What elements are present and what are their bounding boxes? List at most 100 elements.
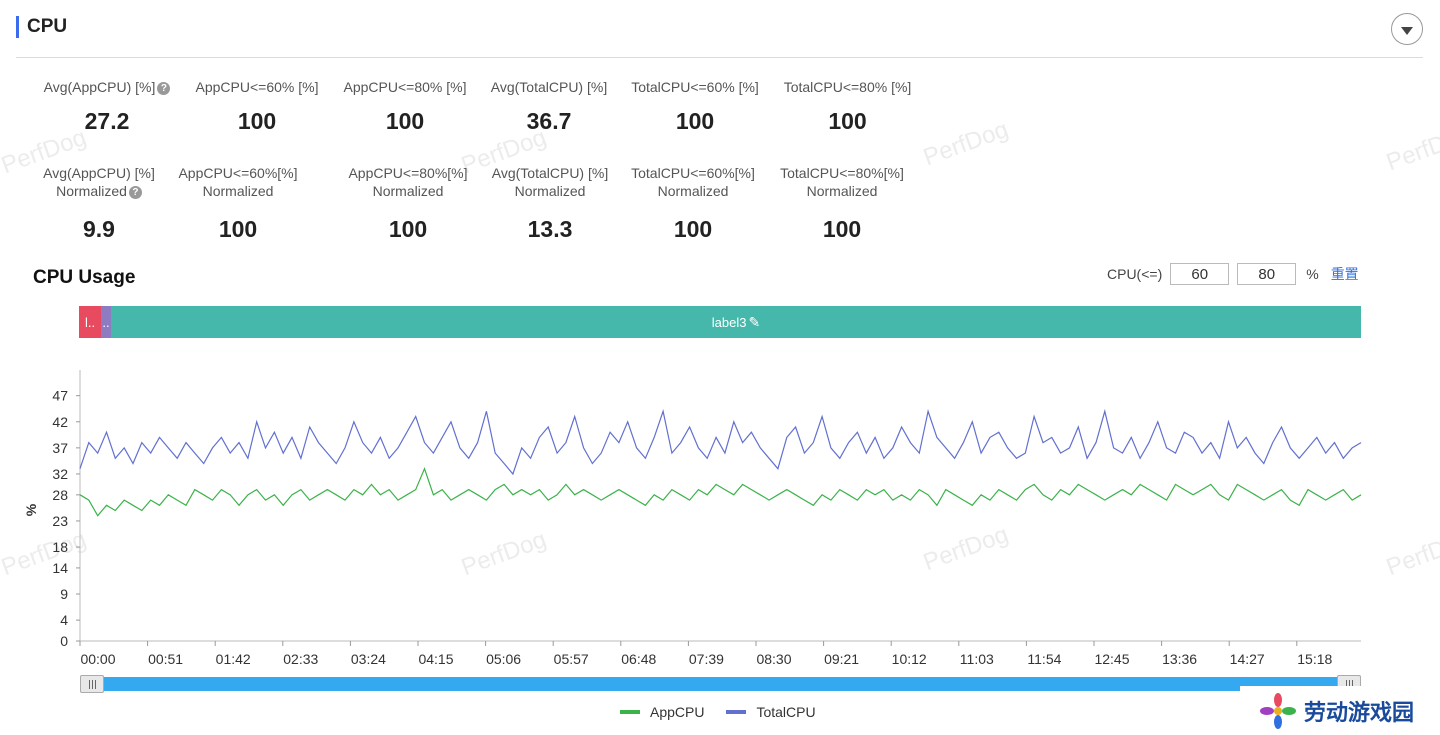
metric-label: Avg(AppCPU) [%] bbox=[43, 79, 156, 95]
metric-value: 100 bbox=[675, 108, 715, 134]
label-text: .. bbox=[102, 314, 110, 330]
metric-sublabel: Normalized bbox=[372, 183, 444, 199]
series-line-appcpu bbox=[79, 467, 1362, 517]
metric-totalcpu-60: TotalCPU<=60% [%] 100 bbox=[619, 78, 771, 135]
threshold-input-1[interactable] bbox=[1170, 263, 1230, 285]
y-tick-label: 47 bbox=[52, 388, 68, 404]
brand-badge: 劳动游戏园 bbox=[1240, 686, 1440, 735]
metric-sublabel: Normalized bbox=[202, 183, 274, 199]
y-tick-label: 28 bbox=[52, 487, 68, 503]
legend-item-appcpu[interactable]: AppCPU bbox=[620, 704, 704, 720]
y-axis-label: % bbox=[23, 503, 39, 516]
label-bar: l.. .. label3 ✎ bbox=[79, 306, 1361, 338]
legend-label: TotalCPU bbox=[756, 704, 816, 720]
x-tick-label: 00:51 bbox=[148, 651, 183, 667]
metric-appcpu-60-normalized: AppCPU<=60%[%] Normalized 100 bbox=[164, 164, 312, 243]
chart-legend: AppCPU TotalCPU bbox=[620, 704, 838, 720]
metric-totalcpu-80-normalized: TotalCPU<=80%[%] Normalized 100 bbox=[767, 164, 917, 243]
x-tick-label: 08:30 bbox=[756, 651, 791, 667]
threshold-controls: CPU(<=) % 重置 bbox=[1107, 263, 1359, 285]
x-tick-label: 00:00 bbox=[80, 651, 115, 667]
slider-track[interactable] bbox=[80, 677, 1361, 691]
metric-label: TotalCPU<=80%[%] bbox=[780, 165, 904, 181]
y-tick-label: 4 bbox=[60, 612, 68, 628]
metric-value: 13.3 bbox=[527, 216, 573, 242]
watermark: PerfDog bbox=[919, 115, 1012, 172]
chevron-down-icon bbox=[1401, 26, 1413, 35]
metric-sublabel: Normalized bbox=[806, 183, 878, 199]
x-tick-label: 05:57 bbox=[554, 651, 589, 667]
brand-logo-icon bbox=[1260, 692, 1296, 729]
y-tick-label: 18 bbox=[52, 539, 68, 555]
y-tick-label: 42 bbox=[52, 414, 68, 430]
metric-label: AppCPU<=60% [%] bbox=[195, 79, 319, 95]
metric-value: 100 bbox=[828, 108, 867, 134]
x-tick-label: 01:42 bbox=[216, 651, 251, 667]
label-text: l.. bbox=[84, 314, 96, 330]
reset-link[interactable]: 重置 bbox=[1330, 266, 1359, 282]
metric-value: 9.9 bbox=[83, 216, 115, 242]
metric-totalcpu-80: TotalCPU<=80% [%] 100 bbox=[770, 78, 925, 135]
metric-label: TotalCPU<=80% [%] bbox=[783, 79, 912, 95]
question-circle-icon[interactable]: ? bbox=[157, 82, 171, 95]
metric-label: Avg(TotalCPU) [%] bbox=[490, 79, 608, 95]
metric-value: 100 bbox=[388, 216, 428, 242]
cpu-usage-chart: 0 4 9 14 18 23 28 32 37 42 47% 00:00 00:51 01:42 02:33… bbox=[23, 370, 1362, 667]
x-tick-label: 15:18 bbox=[1297, 651, 1332, 667]
metric-value: 100 bbox=[822, 216, 862, 242]
metric-label: Avg(TotalCPU) [%] bbox=[491, 165, 609, 181]
collapse-button[interactable] bbox=[1391, 13, 1423, 45]
x-tick-label: 11:03 bbox=[960, 651, 994, 667]
y-tick-label: 37 bbox=[52, 440, 68, 456]
metric-label: TotalCPU<=60%[%] bbox=[631, 165, 755, 181]
metric-appcpu-60: AppCPU<=60% [%] 100 bbox=[182, 78, 332, 135]
metric-avg-totalcpu: Avg(TotalCPU) [%] 36.7 bbox=[476, 78, 622, 135]
legend-swatch bbox=[726, 710, 747, 714]
metric-label: AppCPU<=60%[%] bbox=[178, 165, 298, 181]
chart-title: CPU Usage bbox=[33, 267, 136, 288]
title-accent-bar bbox=[16, 16, 19, 38]
x-tick-label: 12:45 bbox=[1094, 651, 1129, 667]
y-tick-label: 32 bbox=[52, 466, 68, 482]
time-range-slider[interactable] bbox=[80, 675, 1361, 693]
label-segment[interactable]: .. bbox=[101, 306, 111, 338]
label-segment[interactable]: l.. bbox=[79, 306, 101, 338]
metric-sublabel: Normalized bbox=[657, 183, 729, 199]
series-line-totalcpu bbox=[79, 408, 1362, 476]
slider-handle-left[interactable] bbox=[80, 675, 104, 693]
metric-value: 27.2 bbox=[84, 108, 130, 134]
section-title: CPU bbox=[27, 16, 68, 37]
metric-label: Avg(AppCPU) [%] bbox=[43, 165, 155, 181]
threshold-input-2[interactable] bbox=[1237, 263, 1297, 285]
y-tick-label: 23 bbox=[52, 513, 68, 529]
metric-value: 100 bbox=[673, 216, 713, 242]
legend-label: AppCPU bbox=[650, 704, 705, 720]
metric-appcpu-80-normalized: AppCPU<=80%[%] Normalized 100 bbox=[334, 164, 482, 243]
section-header: CPU bbox=[16, 15, 67, 39]
legend-swatch bbox=[620, 710, 640, 714]
x-tick-label: 09:21 bbox=[824, 651, 859, 667]
label-segment[interactable]: label3 ✎ bbox=[111, 306, 1361, 338]
metric-label: TotalCPU<=60% [%] bbox=[631, 79, 759, 95]
metric-value: 100 bbox=[218, 216, 258, 242]
metric-sublabel: Normalized bbox=[514, 183, 586, 199]
x-tick-label: 03:24 bbox=[351, 651, 386, 667]
metric-label: AppCPU<=80%[%] bbox=[348, 165, 468, 181]
x-tick-label: 11:54 bbox=[1027, 651, 1061, 667]
x-tick-label: 14:27 bbox=[1230, 651, 1265, 667]
y-tick-label: 0 bbox=[60, 633, 68, 649]
legend-item-totalcpu[interactable]: TotalCPU bbox=[726, 704, 816, 720]
watermark: PerfDog bbox=[1382, 120, 1440, 177]
x-tick-label: 02:33 bbox=[283, 651, 318, 667]
x-tick-label: 05:06 bbox=[486, 651, 521, 667]
metric-value: 100 bbox=[385, 108, 425, 134]
pencil-icon[interactable]: ✎ bbox=[748, 313, 761, 330]
metric-avg-appcpu: Avg(AppCPU) [%]? 27.2 bbox=[30, 78, 184, 135]
metric-appcpu-80: AppCPU<=80% [%] 100 bbox=[330, 78, 480, 135]
question-circle-icon[interactable]: ? bbox=[128, 186, 142, 199]
label-text: label3 bbox=[711, 314, 747, 330]
metric-avg-totalcpu-normalized: Avg(TotalCPU) [%] Normalized 13.3 bbox=[477, 164, 623, 243]
metric-value: 100 bbox=[237, 108, 277, 134]
divider bbox=[16, 57, 1423, 58]
x-tick-label: 10:12 bbox=[892, 651, 927, 667]
